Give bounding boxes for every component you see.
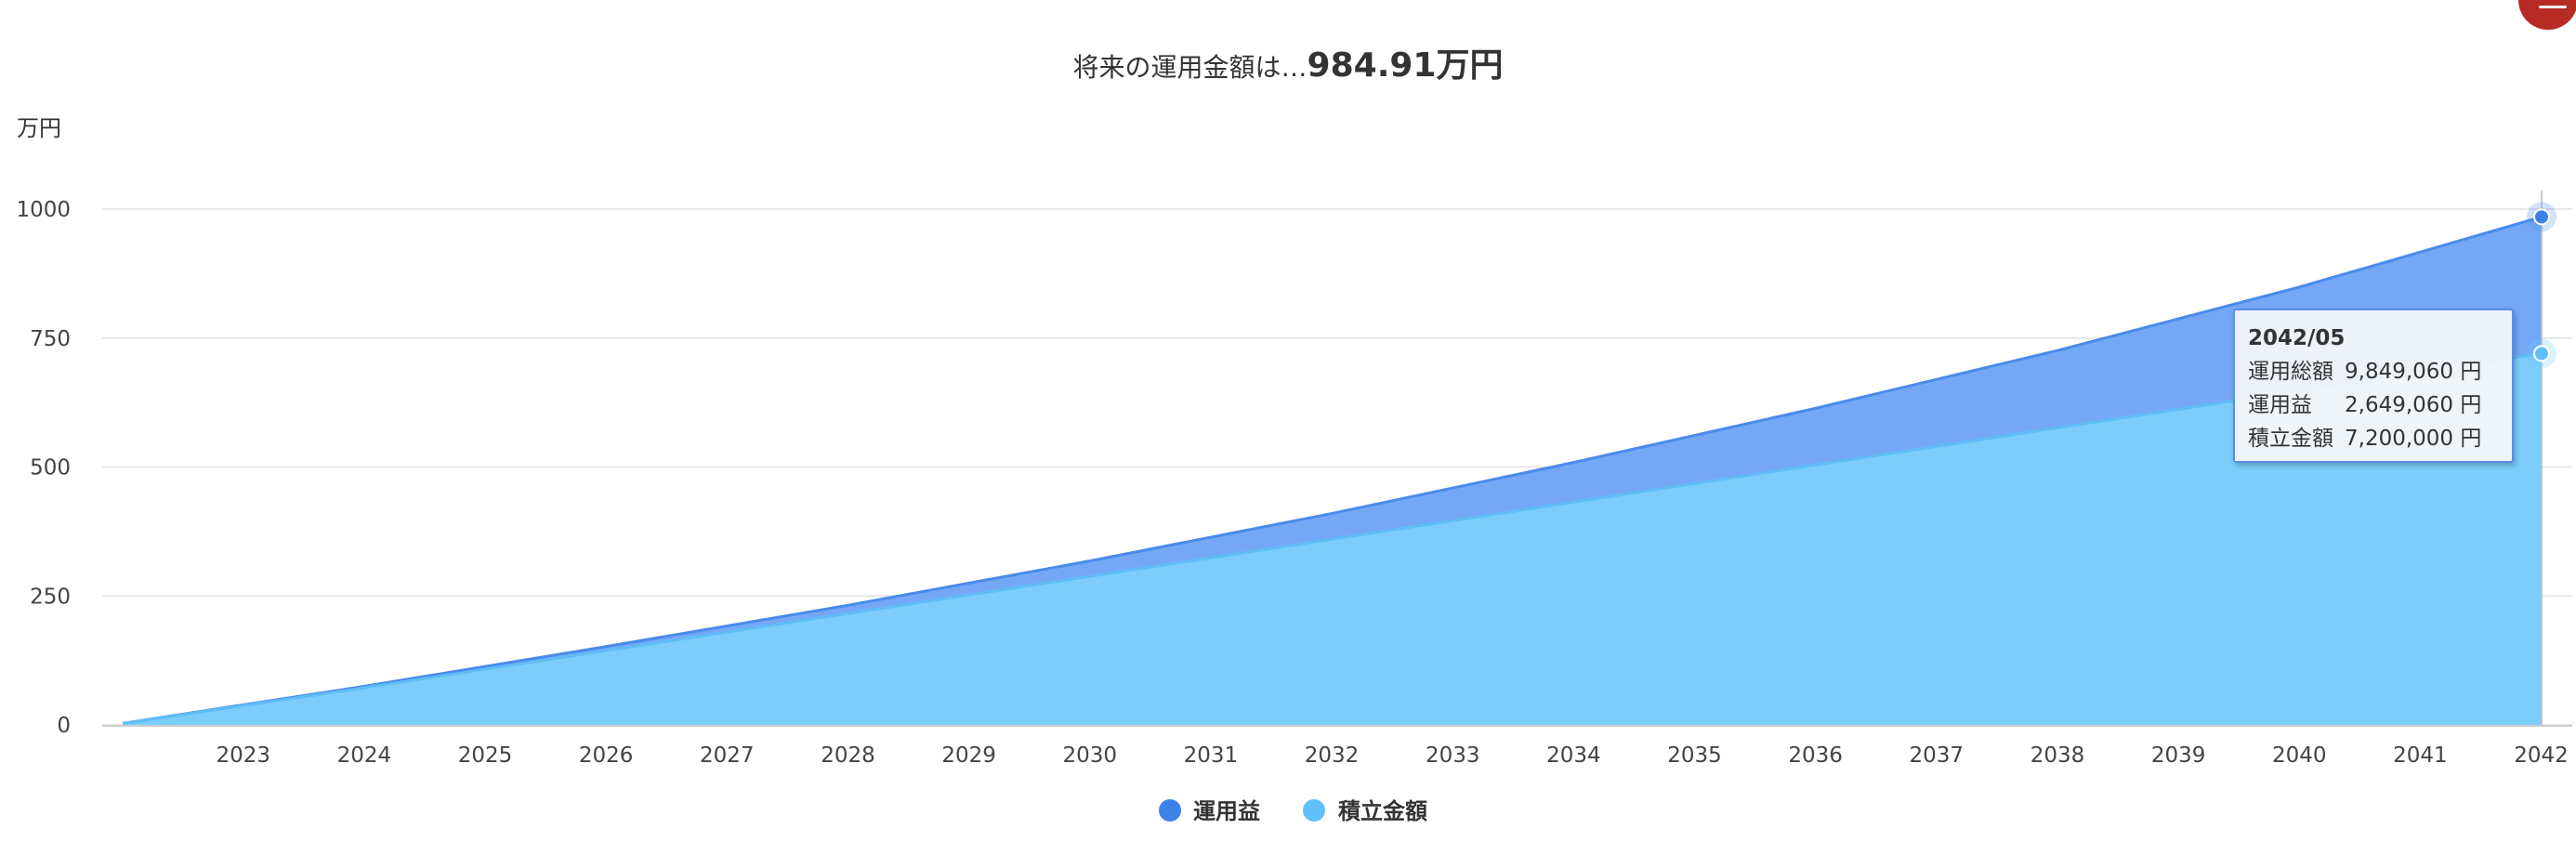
x-tick-label: 2039 bbox=[2151, 743, 2206, 768]
x-tick-label: 2036 bbox=[1788, 743, 1843, 768]
tooltip-label: 積立金額 bbox=[2248, 427, 2333, 451]
tooltip-value: 9,849,060 円 bbox=[2345, 360, 2482, 384]
y-tick-label: 250 bbox=[30, 585, 71, 609]
y-tick-label: 750 bbox=[30, 327, 71, 351]
tooltip-value: 7,200,000 円 bbox=[2345, 427, 2482, 451]
legend-label: 運用益 bbox=[1193, 798, 1260, 824]
x-tick-label: 2032 bbox=[1305, 743, 1360, 768]
series-areas bbox=[122, 215, 2543, 726]
y-tick-label: 0 bbox=[57, 714, 71, 738]
menu-icon bbox=[2539, 6, 2567, 8]
y-tick-label: 500 bbox=[30, 456, 71, 480]
series-line bbox=[122, 215, 2543, 725]
x-tick-label: 2033 bbox=[1426, 743, 1480, 768]
x-tick-label: 2034 bbox=[1546, 743, 1601, 768]
x-axis-ticks: 2023 2024 2025 2026 2027 2028 2029 2030 2031 2032… bbox=[216, 743, 2568, 768]
tooltip-row-total: 運用総額 9,849,060 円 bbox=[2248, 355, 2499, 388]
tooltip-label: 運用益 bbox=[2248, 393, 2312, 417]
x-tick-label: 2028 bbox=[821, 743, 875, 768]
tooltip-row-contribution: 積立金額 7,200,000 円 bbox=[2248, 422, 2499, 455]
y-axis-ticks: 0 250 500 750 1000 bbox=[16, 198, 71, 738]
legend-item[interactable]: 積立金額 bbox=[1303, 798, 1427, 824]
series-line bbox=[122, 351, 2543, 725]
x-tick-label: 2025 bbox=[458, 743, 513, 768]
chart-title: 将来の運用金額は…984.91万円 bbox=[1073, 46, 1504, 85]
x-tick-label: 2037 bbox=[1910, 743, 1965, 768]
tooltip: 2042/05 運用総額 9,849,060 円 運用益 2,649,060 円 積… bbox=[2233, 309, 2514, 463]
legend-label: 積立金額 bbox=[1338, 798, 1427, 824]
legend-dot-icon bbox=[1303, 799, 1325, 822]
legend[interactable]: 運用益 積立金額 bbox=[1159, 798, 1427, 824]
data-point-marker bbox=[2533, 208, 2550, 226]
x-tick-label: 2027 bbox=[700, 743, 755, 768]
x-tick-label: 2030 bbox=[1062, 743, 1117, 768]
tooltip-value: 2,649,060 円 bbox=[2345, 393, 2482, 417]
x-tick-label: 2040 bbox=[2272, 743, 2327, 768]
y-tick-label: 1000 bbox=[16, 198, 71, 222]
tooltip-label: 運用総額 bbox=[2248, 360, 2333, 384]
hover-markers bbox=[2527, 191, 2556, 725]
x-tick-label: 2029 bbox=[941, 743, 996, 768]
x-tick-label: 2035 bbox=[1667, 743, 1722, 768]
data-point-marker bbox=[2533, 345, 2550, 362]
tooltip-date: 2042/05 bbox=[2248, 326, 2346, 350]
x-tick-label: 2031 bbox=[1184, 743, 1239, 768]
legend-dot-icon bbox=[1159, 799, 1181, 822]
x-tick-label: 2023 bbox=[216, 743, 270, 768]
x-tick-label: 2026 bbox=[579, 743, 634, 768]
y-axis-unit-label: 万円 bbox=[17, 115, 61, 141]
chart-title-value: 984.91万円 bbox=[1308, 46, 1504, 85]
x-tick-label: 2024 bbox=[337, 743, 392, 768]
x-tick-label: 2042 bbox=[2514, 743, 2569, 768]
tooltip-row-profit: 運用益 2,649,060 円 bbox=[2248, 388, 2499, 422]
x-tick-label: 2041 bbox=[2393, 743, 2448, 768]
x-tick-label: 2038 bbox=[2031, 743, 2085, 768]
chart-title-prefix: 将来の運用金額は… bbox=[1073, 52, 1308, 83]
legend-item[interactable]: 運用益 bbox=[1159, 798, 1260, 824]
